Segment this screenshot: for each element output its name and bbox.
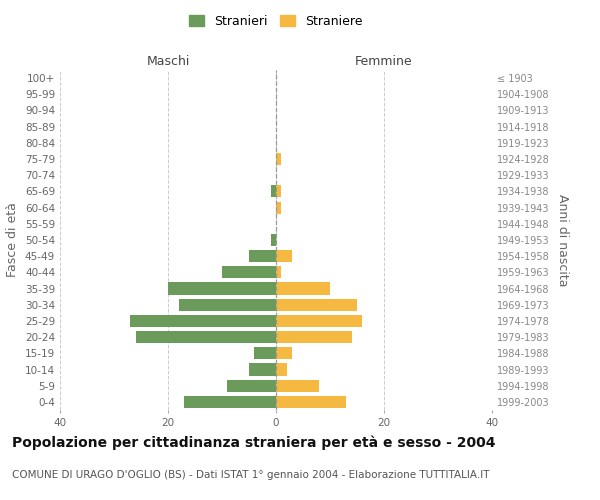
Bar [222, 266, 276, 278]
Bar [249, 364, 276, 376]
Bar [276, 153, 281, 165]
Bar [276, 396, 346, 408]
Bar [184, 396, 276, 408]
Bar [276, 282, 330, 294]
Bar [130, 315, 276, 327]
Bar [179, 298, 276, 311]
Bar [271, 234, 276, 246]
Bar [249, 250, 276, 262]
Bar [276, 364, 287, 376]
Text: Popolazione per cittadinanza straniera per età e sesso - 2004: Popolazione per cittadinanza straniera p… [12, 435, 496, 450]
Bar [136, 331, 276, 343]
Y-axis label: Fasce di età: Fasce di età [7, 202, 19, 278]
Bar [276, 250, 292, 262]
Bar [276, 380, 319, 392]
Text: COMUNE DI URAGO D'OGLIO (BS) - Dati ISTAT 1° gennaio 2004 - Elaborazione TUTTITA: COMUNE DI URAGO D'OGLIO (BS) - Dati ISTA… [12, 470, 490, 480]
Text: Femmine: Femmine [355, 56, 413, 68]
Bar [276, 348, 292, 360]
Bar [168, 282, 276, 294]
Bar [276, 298, 357, 311]
Bar [276, 186, 281, 198]
Bar [227, 380, 276, 392]
Bar [276, 331, 352, 343]
Legend: Stranieri, Straniere: Stranieri, Straniere [185, 11, 367, 32]
Bar [276, 202, 281, 213]
Text: Maschi: Maschi [146, 56, 190, 68]
Y-axis label: Anni di nascita: Anni di nascita [556, 194, 569, 286]
Bar [271, 186, 276, 198]
Bar [254, 348, 276, 360]
Bar [276, 266, 281, 278]
Bar [276, 315, 362, 327]
